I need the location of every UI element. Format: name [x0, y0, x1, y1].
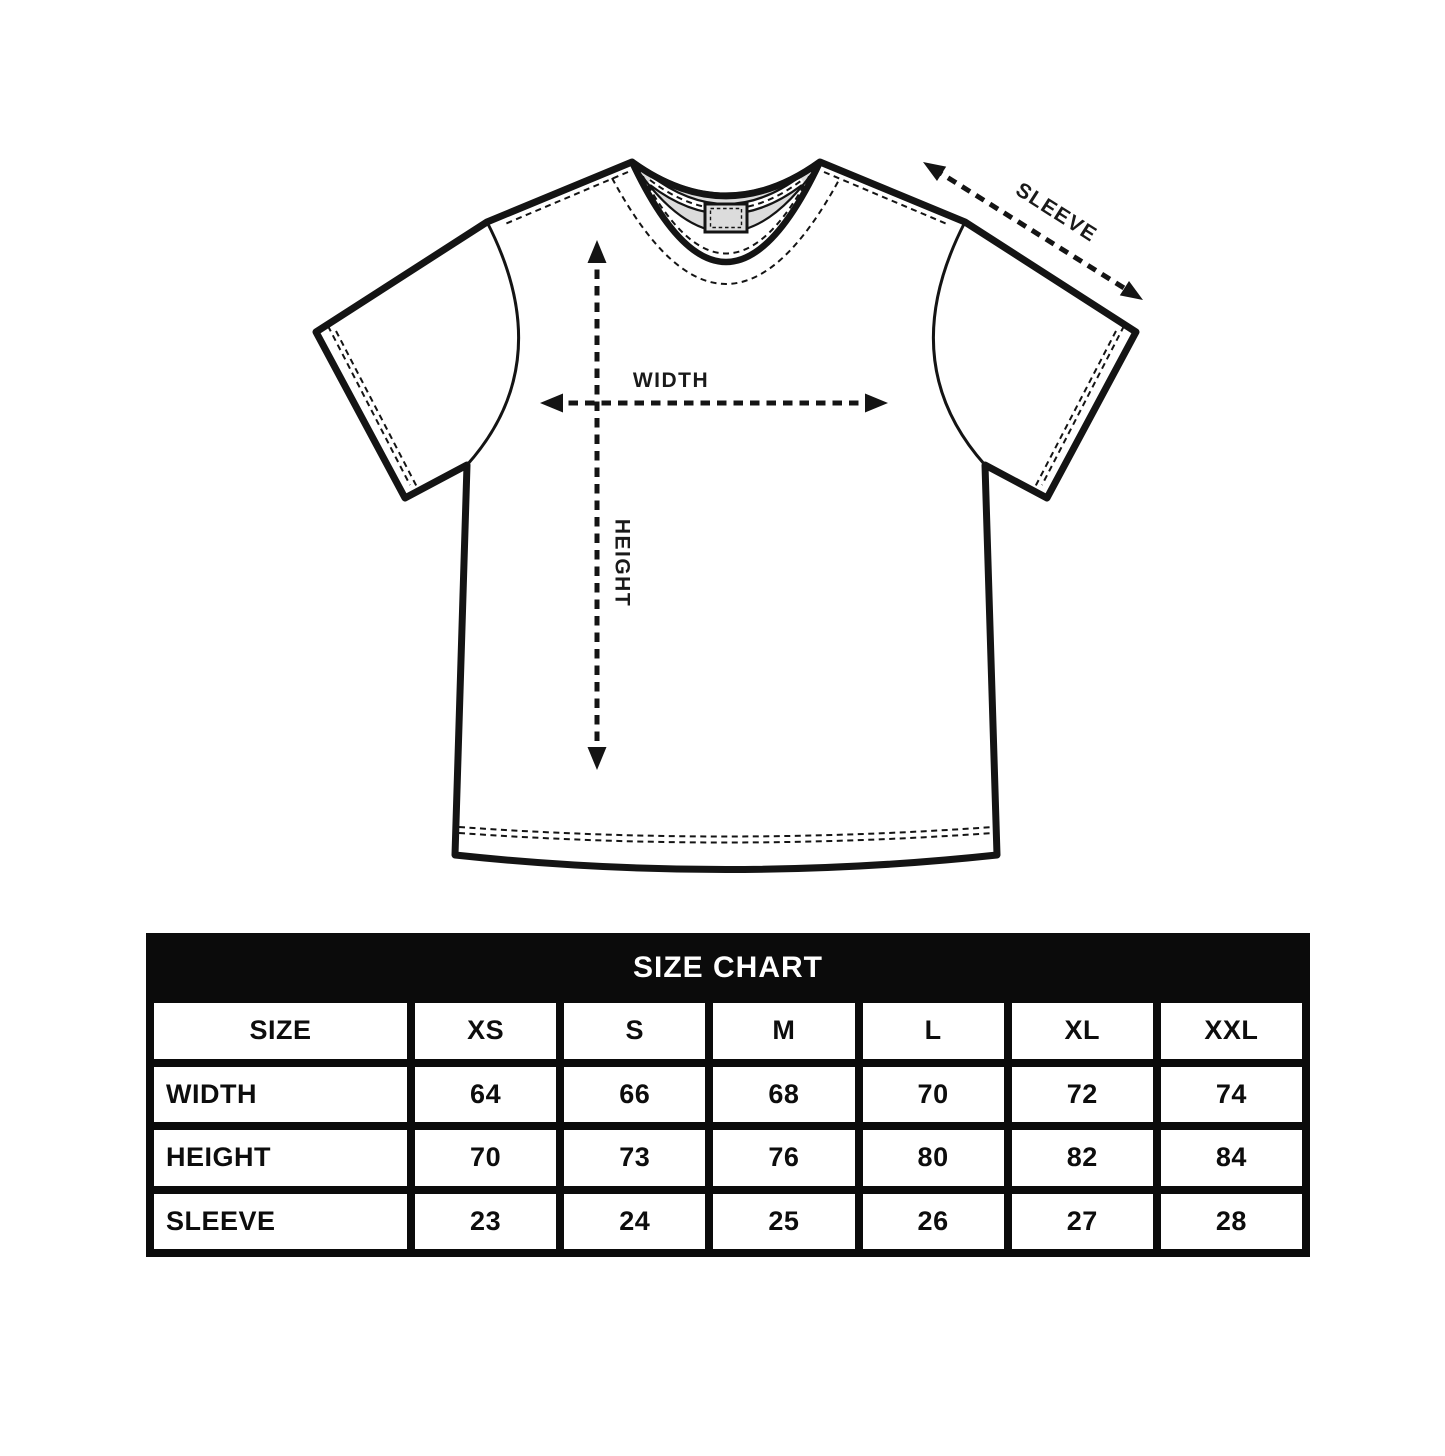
- sleeve-label: SLEEVE: [1012, 178, 1102, 247]
- height-s: 73: [564, 1130, 706, 1186]
- height-arrow: [587, 240, 607, 770]
- width-s: 66: [564, 1066, 706, 1122]
- width-label: WIDTH: [633, 369, 709, 392]
- neck-label-tag: [703, 202, 749, 234]
- width-m: 68: [713, 1066, 855, 1122]
- right-shoulder-stitch: [823, 171, 948, 225]
- tshirt-outline: [312, 158, 1140, 873]
- size-chart-table: SIZE CHART SIZE XS S M L XL XXL WIDTH 64…: [146, 933, 1310, 1257]
- back-neck-edge: [630, 159, 822, 200]
- collar-band-stitch: [637, 166, 815, 255]
- size-chart-grid: SIZE XS S M L XL XXL WIDTH 64 66 68 70 7…: [154, 1003, 1302, 1249]
- sleeve-m: 25: [713, 1193, 855, 1249]
- height-xs: 70: [415, 1130, 557, 1186]
- width-arrow: [540, 393, 888, 413]
- right-cuff-stitches: [1033, 325, 1125, 490]
- left-armhole-seam: [465, 221, 520, 466]
- column-header-l: L: [862, 1003, 1004, 1059]
- size-chart-title: SIZE CHART: [633, 951, 823, 984]
- row-label-height: HEIGHT: [154, 1130, 407, 1186]
- collar-band-outer-edge: [629, 160, 823, 265]
- right-armhole-seam: [932, 221, 987, 466]
- height-xxl: 84: [1160, 1130, 1302, 1186]
- back-neckband-stitch: [649, 179, 803, 210]
- sleeve-xl: 27: [1011, 1193, 1153, 1249]
- column-header-m: M: [713, 1003, 855, 1059]
- row-label-width: WIDTH: [154, 1066, 407, 1122]
- width-xl: 72: [1011, 1066, 1153, 1122]
- left-cuff-stitches: [327, 325, 419, 490]
- width-xs: 64: [415, 1066, 557, 1122]
- column-header-size: SIZE: [154, 1003, 407, 1059]
- sleeve-l: 26: [862, 1193, 1004, 1249]
- sleeve-arrow: [923, 162, 1143, 300]
- height-label: HEIGHT: [611, 519, 634, 607]
- sleeve-s: 24: [564, 1193, 706, 1249]
- sleeve-xs: 23: [415, 1193, 557, 1249]
- height-m: 76: [713, 1130, 855, 1186]
- left-shoulder-stitch: [504, 171, 629, 225]
- row-label-sleeve: SLEEVE: [154, 1193, 407, 1249]
- column-header-xxl: XXL: [1160, 1003, 1302, 1059]
- width-l: 70: [862, 1066, 1004, 1122]
- hem-stitches: [458, 826, 994, 844]
- column-header-xl: XL: [1011, 1003, 1153, 1059]
- column-header-xs: XS: [415, 1003, 557, 1059]
- width-xxl: 74: [1160, 1066, 1302, 1122]
- height-xl: 82: [1011, 1130, 1153, 1186]
- sleeve-xxl: 28: [1160, 1193, 1302, 1249]
- tshirt-diagram: WIDTH HEIGHT SLEEVE: [312, 158, 1143, 873]
- column-header-s: S: [564, 1003, 706, 1059]
- height-l: 80: [862, 1130, 1004, 1186]
- below-collar-stitch: [611, 177, 841, 285]
